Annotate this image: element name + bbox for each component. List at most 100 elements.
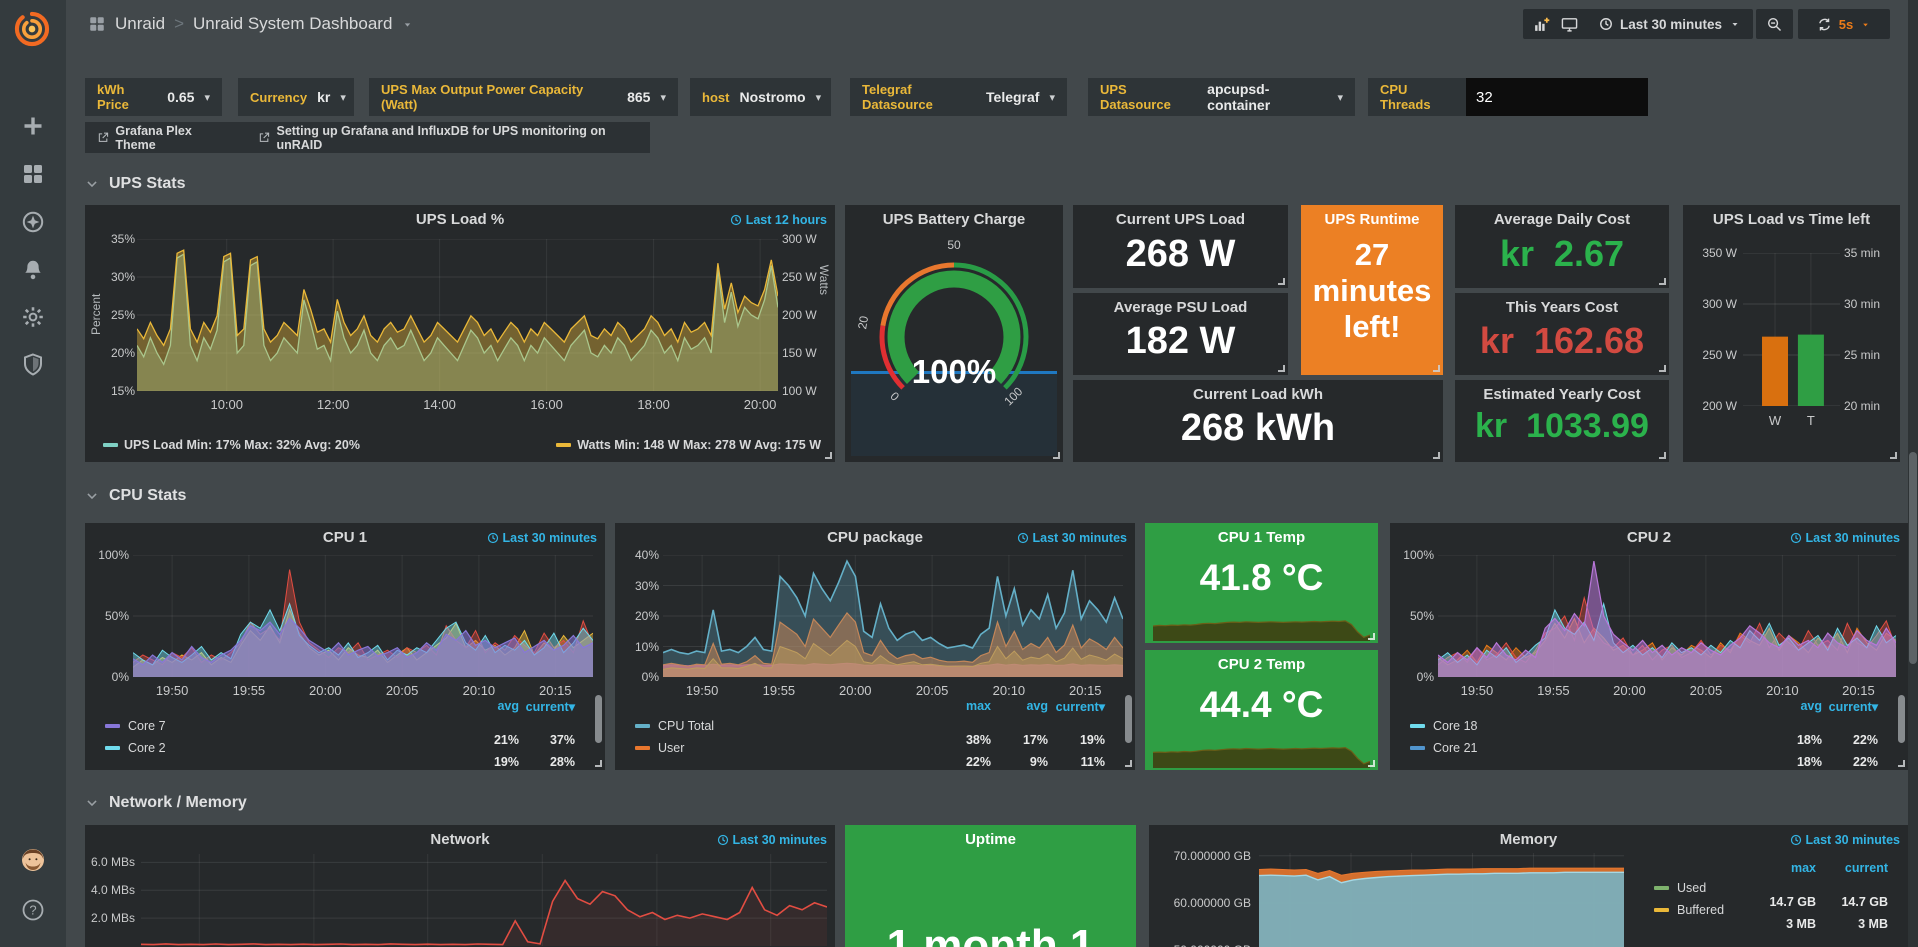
link-label[interactable]: Setting up Grafana and InfluxDB for UPS … xyxy=(276,123,606,152)
panel-time-range[interactable]: Last 30 minutes xyxy=(1790,833,1900,847)
panel-title[interactable]: CPU 2 Temp xyxy=(1217,656,1306,673)
panel-title[interactable]: UPS Load % xyxy=(415,211,505,228)
resize-handle[interactable] xyxy=(1125,760,1132,767)
explore-compass-icon[interactable] xyxy=(0,200,66,244)
panel-time-range[interactable]: Last 30 minutes xyxy=(717,833,827,847)
section-title[interactable]: UPS Stats xyxy=(109,175,186,192)
create-icon[interactable] xyxy=(0,104,66,148)
collapse-chevron-icon[interactable] xyxy=(85,489,99,503)
panel-title[interactable]: Average PSU Load xyxy=(1113,299,1248,316)
panel-title[interactable]: UPS Load vs Time left xyxy=(1712,211,1871,228)
cpu-threads-input[interactable] xyxy=(1466,78,1648,116)
resize-handle[interactable] xyxy=(1278,278,1285,285)
resize-handle[interactable] xyxy=(595,760,602,767)
panel-title[interactable]: Average Daily Cost xyxy=(1493,211,1631,228)
resize-handle[interactable] xyxy=(1890,452,1897,459)
section-title[interactable]: Network / Memory xyxy=(109,794,247,811)
variable-value[interactable]: Nostromo xyxy=(739,89,806,105)
user-avatar[interactable] xyxy=(0,838,66,882)
variable-host[interactable]: host Nostromo ▾ xyxy=(690,78,831,116)
variable-currency[interactable]: Currency kr ▾ xyxy=(238,78,354,116)
panel-title[interactable]: Estimated Yearly Cost xyxy=(1483,386,1641,403)
panel-title[interactable]: This Years Cost xyxy=(1505,299,1619,316)
chart-plot-area[interactable] xyxy=(141,854,827,946)
zoom-out-time-button[interactable] xyxy=(1756,9,1793,39)
resize-handle[interactable] xyxy=(1659,452,1666,459)
chart-plot-area[interactable] xyxy=(133,555,593,677)
tv-kiosk-mode-button[interactable] xyxy=(1551,9,1588,39)
breadcrumb-dashboard-title[interactable]: Unraid System Dashboard xyxy=(193,14,393,33)
collapse-chevron-icon[interactable] xyxy=(85,796,99,810)
time-range-picker[interactable]: Last 30 minutes xyxy=(1586,9,1753,39)
col: current▾ xyxy=(525,700,575,714)
alerting-bell-icon[interactable] xyxy=(0,248,66,292)
refresh-button[interactable]: 5s xyxy=(1798,9,1890,39)
page-scrollbar[interactable] xyxy=(1908,0,1918,947)
resize-handle[interactable] xyxy=(1898,760,1905,767)
panel-title[interactable]: Network xyxy=(430,831,490,848)
panel-time-range[interactable]: Last 30 minutes xyxy=(1017,531,1127,545)
resize-handle[interactable] xyxy=(1659,278,1666,285)
resize-handle[interactable] xyxy=(1368,633,1375,640)
panel-title[interactable]: UPS Runtime xyxy=(1324,211,1420,228)
panel-title[interactable]: CPU 2 xyxy=(1626,529,1672,546)
tick: 0% xyxy=(1416,670,1434,684)
chart-plot-area[interactable] xyxy=(1743,253,1840,406)
panel-time-range[interactable]: Last 30 minutes xyxy=(487,531,597,545)
configuration-gear-icon[interactable] xyxy=(0,295,66,339)
chart-plot-area[interactable] xyxy=(1438,555,1896,677)
panel-title[interactable]: Uptime xyxy=(965,831,1016,848)
panel-time-range[interactable]: Last 12 hours xyxy=(730,213,827,227)
link-ups-monitoring-guide[interactable]: Setting up Grafana and InfluxDB for UPS … xyxy=(258,124,638,152)
variable-kwh-price[interactable]: kWh Price 0.65 ▾ xyxy=(85,78,222,116)
section-network-memory[interactable]: Network / Memory xyxy=(85,794,247,812)
panel-title[interactable]: Current UPS Load xyxy=(1115,211,1246,228)
resize-handle[interactable] xyxy=(1368,760,1375,767)
panel-title[interactable]: UPS Battery Charge xyxy=(882,211,1026,228)
refresh-interval-label[interactable]: 5s xyxy=(1838,16,1854,32)
variable-value[interactable]: 865 xyxy=(627,89,651,105)
chart-plot-area[interactable] xyxy=(1259,853,1624,947)
resize-handle[interactable] xyxy=(825,452,832,459)
panel-title[interactable]: CPU 1 xyxy=(322,529,368,546)
panel-time-range[interactable]: Last 30 minutes xyxy=(1790,531,1900,545)
variable-value[interactable]: kr xyxy=(317,89,331,105)
section-title[interactable]: CPU Stats xyxy=(109,487,187,504)
variable-value[interactable]: apcupsd-container xyxy=(1207,81,1271,113)
panel-title[interactable]: Current Load kWh xyxy=(1193,386,1323,403)
chevron-down-icon[interactable] xyxy=(401,18,414,31)
resize-handle[interactable] xyxy=(1433,452,1440,459)
resize-handle[interactable] xyxy=(1433,365,1440,372)
variable-ups-max-output[interactable]: UPS Max Output Power Capacity (Watt) 865… xyxy=(369,78,678,116)
panel-memory: Memory Last 30 minutes 70.000000 GB 60.00… xyxy=(1149,825,1908,947)
panel-title[interactable]: CPU 1 Temp xyxy=(1217,529,1306,546)
server-admin-shield-icon[interactable] xyxy=(0,342,66,386)
breadcrumb-app[interactable]: Unraid xyxy=(115,14,166,33)
tick: 30% xyxy=(634,578,659,593)
grafana-logo-icon[interactable] xyxy=(9,6,55,52)
legend-scrollbar[interactable] xyxy=(595,695,602,743)
dashboards-icon[interactable] xyxy=(0,152,66,196)
link-label[interactable]: Grafana Plex Theme xyxy=(115,123,192,152)
scrollbar-thumb[interactable] xyxy=(1909,452,1917,664)
link-grafana-plex-theme[interactable]: Grafana Plex Theme xyxy=(97,124,230,152)
legend-scrollbar[interactable] xyxy=(1125,695,1132,743)
section-ups-stats[interactable]: UPS Stats xyxy=(85,175,185,193)
section-cpu-stats[interactable]: CPU Stats xyxy=(85,487,186,505)
variable-value[interactable]: Telegraf xyxy=(986,89,1040,105)
variable-value[interactable]: 0.65 xyxy=(167,89,195,105)
help-icon[interactable] xyxy=(0,888,66,932)
panel-title[interactable]: CPU package xyxy=(827,529,923,546)
variable-telegraf-datasource[interactable]: Telegraf Datasource Telegraf ▾ xyxy=(850,78,1067,116)
chart-plot-area[interactable] xyxy=(663,555,1123,677)
resize-handle[interactable] xyxy=(1659,365,1666,372)
chart-plot-area[interactable] xyxy=(137,239,778,391)
resize-handle[interactable] xyxy=(1278,365,1285,372)
resize-handle[interactable] xyxy=(1053,452,1060,459)
collapse-chevron-icon[interactable] xyxy=(85,177,99,191)
variable-ups-datasource[interactable]: UPS Datasource apcupsd-container ▾ xyxy=(1088,78,1355,116)
panel-ups-load-percent: UPS Load % Last 12 hours Percent Watts 3… xyxy=(85,205,835,462)
legend-scrollbar[interactable] xyxy=(1898,695,1905,743)
tick: 200 W xyxy=(1702,399,1737,413)
panel-title[interactable]: Memory xyxy=(1499,831,1558,848)
